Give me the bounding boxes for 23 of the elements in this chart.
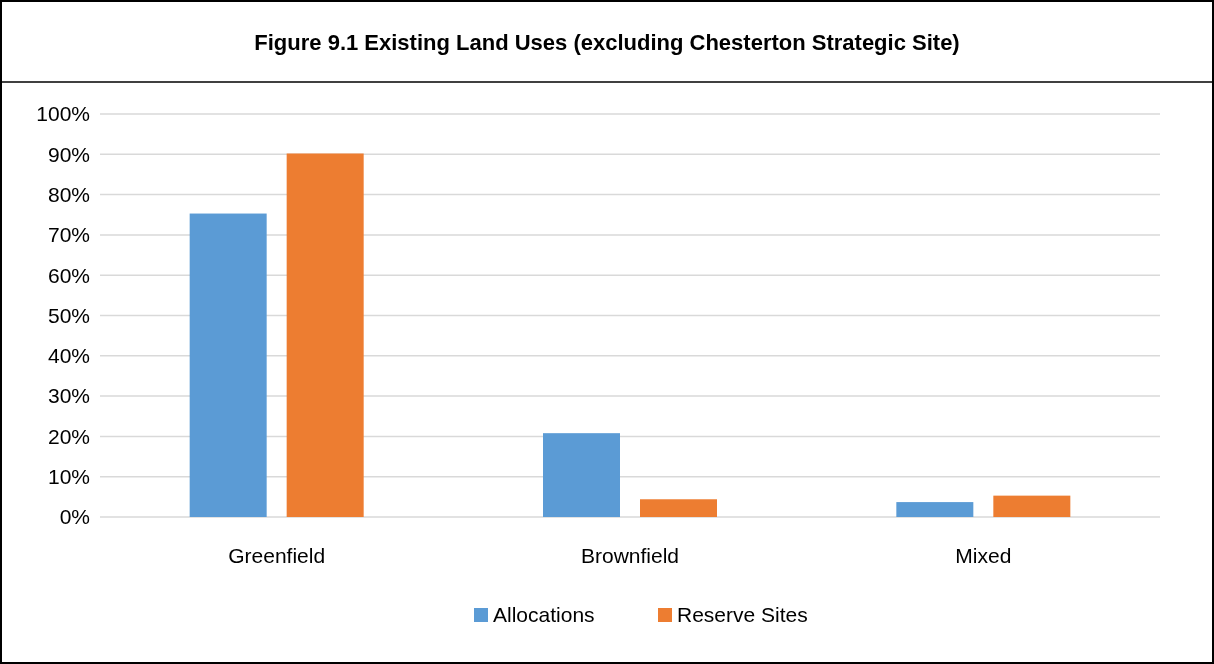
y-tick-label: 70%	[47, 223, 90, 247]
y-tick-label: 50%	[47, 303, 90, 327]
y-tick-label: 20%	[47, 424, 90, 448]
chart-title: Figure 9.1 Existing Land Uses (excluding Chesterton Strategic Site)	[254, 30, 960, 55]
bar	[896, 502, 974, 517]
y-tick-label: 90%	[47, 142, 90, 166]
y-tick-label: 30%	[47, 384, 90, 408]
x-tick-label: Brownfield	[580, 544, 680, 567]
x-tick-label: Greenfield	[228, 544, 326, 567]
bar	[993, 495, 1071, 517]
bar	[189, 213, 267, 517]
legend-label: Reserve Sites	[677, 603, 808, 627]
y-tick-label: 80%	[47, 182, 90, 206]
x-tick-label: Mixed	[955, 544, 1012, 567]
y-tick-label: 60%	[47, 263, 90, 287]
bar	[543, 433, 620, 517]
bar	[286, 153, 364, 517]
y-tick-label: 10%	[47, 465, 90, 489]
y-tick-label: 0%	[59, 505, 90, 529]
y-tick-label: 40%	[47, 344, 90, 368]
legend-label: Allocations	[493, 603, 595, 627]
y-tick-label: 100%	[36, 102, 90, 126]
bar	[640, 499, 717, 517]
